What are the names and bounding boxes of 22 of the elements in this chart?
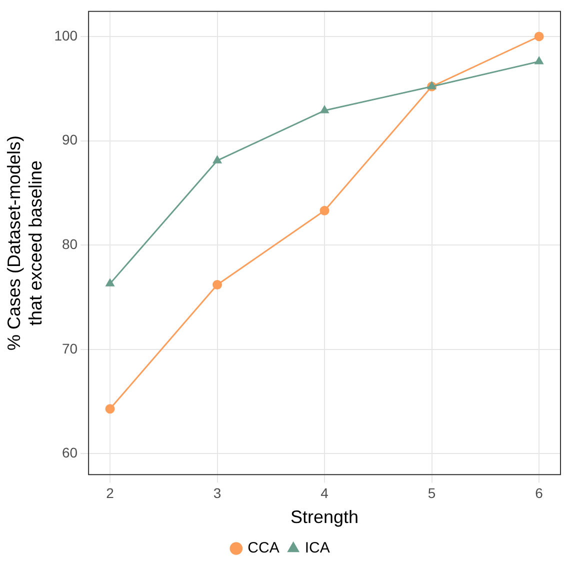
x-axis-title: Strength — [290, 507, 359, 528]
y-tick-label: 90 — [62, 132, 78, 148]
point — [534, 56, 544, 64]
x-tick-label: 6 — [535, 484, 544, 501]
y-tick-label: 60 — [62, 444, 78, 461]
legend-label: ICA — [304, 540, 330, 557]
point — [320, 206, 330, 216]
x-tick-label: 3 — [213, 484, 222, 501]
x-tick-label: 2 — [106, 484, 114, 501]
point — [534, 32, 544, 42]
y-tick-label: 70 — [62, 340, 78, 356]
point — [320, 106, 329, 114]
y-axis-title: % Cases (Dataset-models) that exceed baseline — [4, 135, 46, 351]
x-tick-label: 5 — [428, 484, 436, 501]
point — [105, 404, 115, 414]
point — [213, 156, 222, 164]
legend-label: CCA — [248, 540, 280, 557]
y-tick-label: 100 — [54, 27, 78, 44]
y-tick-label: 80 — [62, 236, 78, 252]
point — [106, 278, 114, 286]
point — [212, 280, 222, 290]
x-tick-label: 4 — [320, 484, 329, 501]
